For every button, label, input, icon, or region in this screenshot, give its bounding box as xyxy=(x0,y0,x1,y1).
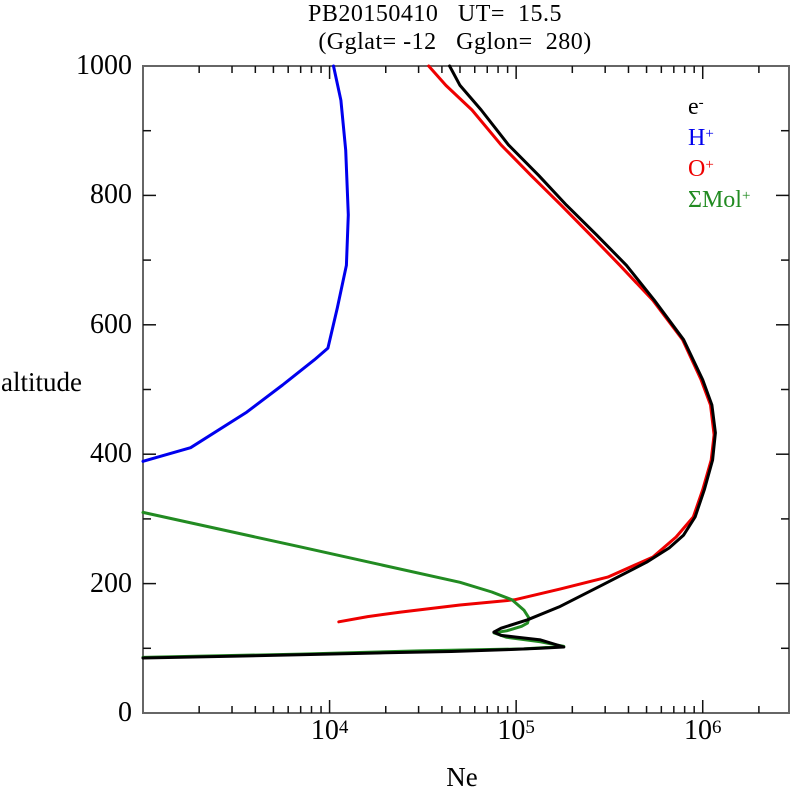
x-tick-label: 105 xyxy=(497,715,535,746)
y-axis-label: altitude xyxy=(1,367,82,397)
x-tick-label: 106 xyxy=(683,715,722,746)
y-tick-label: 1000 xyxy=(76,50,132,81)
chart-subtitle: (Gglat= -12 Gglon= 280) xyxy=(318,29,592,55)
y-tick-label: 0 xyxy=(118,697,132,728)
x-axis-label: Ne xyxy=(446,762,478,792)
x-tick-label: 104 xyxy=(310,715,349,746)
y-tick-label: 400 xyxy=(90,438,132,470)
chart-title: PB20150410 UT= 15.5 xyxy=(308,1,562,27)
y-tick-label: 800 xyxy=(90,179,132,211)
y-tick-label: 600 xyxy=(90,308,132,340)
legend-item-h+: H+ xyxy=(688,125,714,151)
legend-item-e-: e- xyxy=(688,94,704,120)
legend: e- H+ O+ ΣMol+ xyxy=(688,93,750,217)
legend-item-o+: O+ xyxy=(688,156,714,182)
y-tick-label: 200 xyxy=(90,567,132,599)
legend-item-sigma-mol+: ΣMol+ xyxy=(688,187,751,213)
series-e- xyxy=(141,64,717,660)
series-O+ xyxy=(337,64,716,624)
series-H+ xyxy=(141,64,350,463)
